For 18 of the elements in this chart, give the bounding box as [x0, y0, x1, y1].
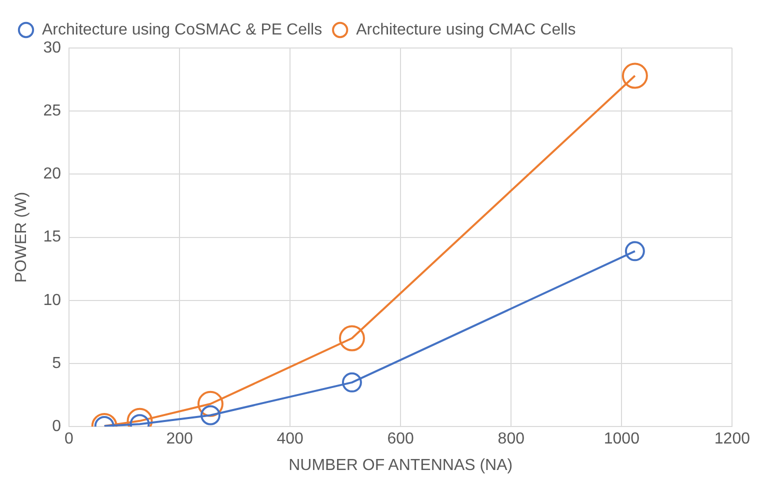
y-tick-label: 25: [43, 102, 62, 120]
x-tick-label: 600: [387, 430, 414, 448]
legend-label: Architecture using CoSMAC & PE Cells: [42, 21, 322, 38]
y-tick-label: 15: [43, 228, 62, 246]
y-axis-title: POWER (W): [13, 192, 30, 283]
y-tick-label: 5: [52, 354, 62, 372]
x-tick-label: 1000: [604, 430, 640, 448]
x-tick-label: 800: [498, 430, 525, 448]
x-tick-label: 200: [166, 430, 193, 448]
y-tick-label: 20: [43, 166, 62, 183]
y-tick-label: 10: [43, 292, 62, 309]
y-tick-label: 0: [52, 418, 62, 436]
legend-label: Architecture using CMAC Cells: [356, 21, 576, 38]
x-tick-label: 400: [276, 430, 304, 448]
y-tick-label: 30: [43, 39, 62, 56]
x-axis-title: NUMBER OF ANTENNAS (NA): [288, 456, 513, 474]
x-tick-label: 1200: [714, 430, 750, 448]
x-tick-label: 0: [64, 430, 74, 448]
